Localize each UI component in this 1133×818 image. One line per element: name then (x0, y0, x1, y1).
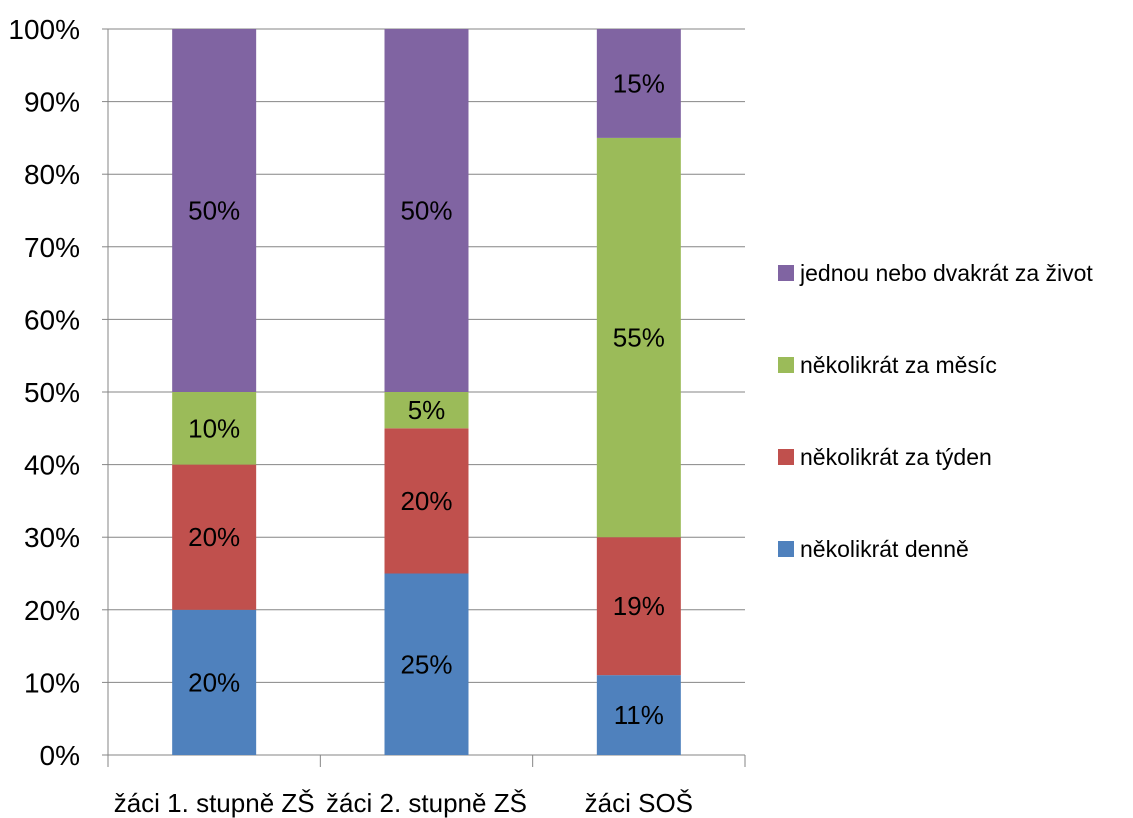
x-category-label: žáci 2. stupně ZŠ (326, 788, 527, 818)
bar-segment (596, 29, 681, 138)
bar-segment (384, 573, 469, 755)
legend-swatch (778, 541, 794, 557)
legend-swatch (778, 357, 794, 373)
y-tick-label: 80% (24, 159, 80, 190)
bar-segment (172, 464, 257, 610)
legend: jednou nebo dvakrát za život několikrát z… (778, 260, 1093, 562)
bar-segment (172, 392, 257, 465)
bar-segment (172, 29, 257, 392)
x-category-label: žáci SOŠ (585, 788, 693, 818)
data-label: 20% (188, 522, 240, 552)
y-tick-label: 0% (40, 740, 80, 771)
legend-swatch (778, 265, 794, 281)
y-tick-label: 60% (24, 304, 80, 335)
bar-segment (596, 537, 681, 676)
y-tick-label: 70% (24, 232, 80, 263)
data-label: 10% (188, 413, 240, 443)
bar-segment (596, 675, 681, 755)
legend-label: několikrát za týden (800, 444, 992, 470)
legend-swatch (778, 449, 794, 465)
legend-label: několikrát za měsíc (800, 352, 997, 378)
bar-segment (384, 392, 469, 429)
y-tick-label: 40% (24, 450, 80, 481)
data-labels: 20% 20% 10% 50% 25% 20% 5% 50% 11% 19% 55% 15% (188, 68, 665, 730)
data-label: 5% (408, 395, 446, 425)
data-label: 25% (400, 649, 452, 679)
axes: 0% 10% 20% 30% 40% 50% 60% 70% 80% 90% 100% žáci 1.… (8, 14, 746, 818)
data-label: 20% (188, 667, 240, 697)
data-label: 19% (613, 591, 665, 621)
data-label: 20% (400, 486, 452, 516)
data-label: 50% (188, 196, 240, 226)
bar-segment (384, 29, 469, 392)
bars (172, 29, 681, 755)
y-tick-label: 20% (24, 595, 80, 626)
x-category-label: žáci 1. stupně ZŠ (114, 788, 315, 818)
y-tick-label: 30% (24, 522, 80, 553)
data-label: 11% (614, 700, 664, 730)
y-tick-label: 50% (24, 377, 80, 408)
y-tick-label: 90% (24, 87, 80, 118)
data-label: 55% (613, 323, 665, 353)
legend-label: jednou nebo dvakrát za život (799, 260, 1093, 286)
bar-segment (172, 609, 257, 755)
data-label: 50% (400, 196, 452, 226)
legend-label: několikrát denně (800, 536, 969, 562)
data-label: 15% (613, 68, 665, 98)
y-tick-label: 100% (8, 14, 80, 45)
y-tick-label: 10% (24, 667, 80, 698)
bar-segment (596, 137, 681, 538)
bar-segment (384, 428, 469, 574)
